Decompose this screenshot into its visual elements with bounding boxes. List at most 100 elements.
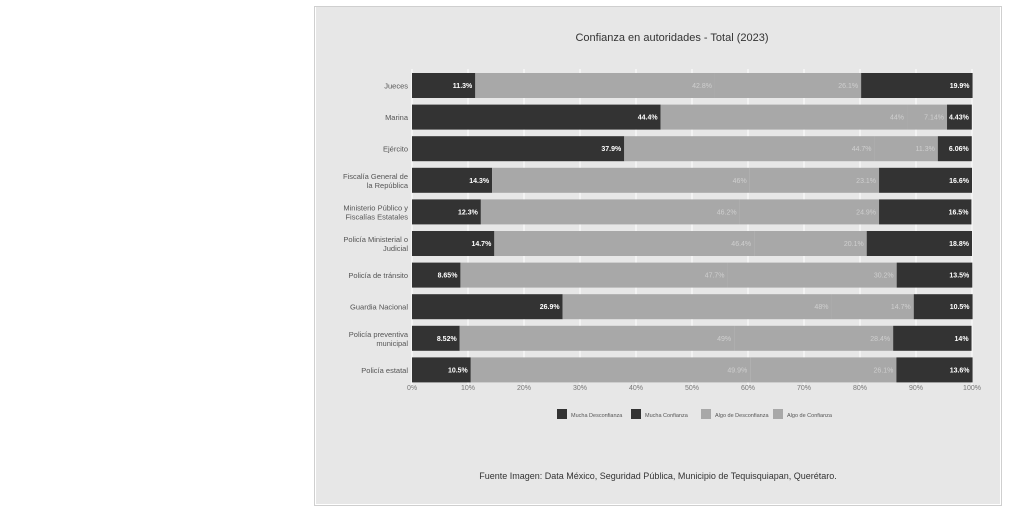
bar-segment bbox=[727, 262, 897, 288]
data-label: 44.4% bbox=[638, 115, 659, 122]
source-caption: Fuente Imagen: Data México, Seguridad Pú… bbox=[479, 471, 837, 481]
legend-label: Algo de Confianza bbox=[787, 413, 833, 419]
data-label: 14.7% bbox=[471, 241, 492, 248]
data-label: 24.9% bbox=[856, 209, 876, 216]
bar-segment bbox=[412, 231, 495, 256]
bar-segment bbox=[879, 167, 972, 193]
legend-label: Algo de Desconfianza bbox=[715, 413, 769, 419]
category-label: Fiscalías Estatales bbox=[345, 212, 408, 221]
data-label: 14% bbox=[955, 336, 970, 343]
data-label: 10.5% bbox=[448, 367, 469, 374]
bar-segment bbox=[412, 262, 461, 288]
x-tick-label: 100% bbox=[963, 385, 981, 392]
data-label: 14.7% bbox=[891, 304, 911, 311]
bar-segment bbox=[412, 104, 661, 130]
bar-segment bbox=[412, 325, 460, 351]
data-label: 44% bbox=[890, 115, 904, 122]
data-label: 37.9% bbox=[601, 146, 622, 153]
category-label: Ejército bbox=[383, 145, 408, 154]
data-label: 13.5% bbox=[949, 273, 970, 280]
data-label: 11.3% bbox=[915, 146, 934, 153]
category-label: Jueces bbox=[384, 82, 408, 91]
bar-segment bbox=[866, 231, 972, 256]
category-label: Judicial bbox=[383, 244, 408, 253]
data-label: 48% bbox=[814, 304, 828, 311]
bar-segment bbox=[861, 73, 973, 98]
data-label: 12.3% bbox=[458, 209, 479, 216]
bar-segment bbox=[896, 262, 973, 288]
x-tick-label: 50% bbox=[685, 385, 699, 392]
bar-segment bbox=[913, 294, 973, 320]
data-label: 44.7% bbox=[852, 146, 872, 153]
x-tick-label: 10% bbox=[461, 385, 475, 392]
bar-segment bbox=[947, 104, 972, 130]
bar-segment bbox=[734, 325, 894, 351]
bar-segment bbox=[624, 136, 875, 162]
data-label: 19.9% bbox=[950, 83, 971, 90]
data-label: 7.14% bbox=[924, 115, 944, 122]
data-label: 47.7% bbox=[705, 273, 725, 280]
category-label: Policía Ministerial o bbox=[343, 235, 408, 244]
bar-segment bbox=[494, 231, 755, 256]
data-label: 26.1% bbox=[838, 83, 858, 90]
category-labels: Jueces Marina Ejército Fiscalía General del… bbox=[343, 82, 409, 375]
bar-segment bbox=[750, 357, 897, 383]
left-panel bbox=[8, 6, 315, 506]
x-tick-label: 30% bbox=[573, 385, 587, 392]
bar-segment bbox=[660, 104, 908, 130]
bar-segment bbox=[562, 294, 832, 320]
data-label: 46.4% bbox=[731, 241, 751, 248]
legend: Mucha Desconfianza Mucha Confianza Algo de… bbox=[557, 409, 833, 419]
bar-segment bbox=[412, 136, 625, 162]
legend-swatch bbox=[557, 409, 567, 419]
category-label: Marina bbox=[385, 113, 409, 122]
bar-segment bbox=[879, 199, 972, 225]
bar-segment bbox=[937, 136, 972, 162]
legend-label: Mucha Desconfianza bbox=[571, 413, 623, 419]
bar-segment bbox=[412, 294, 563, 320]
bar-segment bbox=[492, 167, 750, 193]
x-tick-label: 20% bbox=[517, 385, 531, 392]
data-label: 49% bbox=[717, 336, 731, 343]
data-label: 28.4% bbox=[870, 336, 890, 343]
x-tick-label: 70% bbox=[797, 385, 811, 392]
data-label: 10.5% bbox=[950, 304, 971, 311]
x-tick-label: 0% bbox=[407, 385, 417, 392]
bar-segment bbox=[714, 73, 862, 98]
x-tick-label: 40% bbox=[629, 385, 643, 392]
data-label: 49.9% bbox=[727, 367, 747, 374]
bar-segment bbox=[754, 231, 867, 256]
data-label: 30.2% bbox=[874, 273, 894, 280]
data-label: 16.5% bbox=[949, 209, 970, 216]
data-label: 46% bbox=[733, 178, 747, 185]
bar-segment bbox=[893, 325, 972, 351]
data-label: 26.9% bbox=[540, 304, 561, 311]
bars: 11.3% 42.8% 26.1% 19.9% 44.4% 44% 7.14% 4.43% 37… bbox=[412, 73, 973, 383]
bar-segment bbox=[412, 73, 476, 98]
category-label: Policía de tránsito bbox=[348, 271, 408, 280]
x-tick-label: 90% bbox=[909, 385, 923, 392]
data-label: 8.65% bbox=[438, 273, 459, 280]
bar-segment bbox=[460, 262, 728, 288]
category-label: municipal bbox=[376, 339, 408, 348]
bar-segment bbox=[470, 357, 751, 383]
bar-segment bbox=[480, 199, 740, 225]
category-label: Policía estatal bbox=[361, 366, 408, 375]
bar-segment bbox=[749, 167, 880, 193]
x-tick-label: 60% bbox=[741, 385, 755, 392]
bar-segment bbox=[475, 73, 715, 98]
bar-segment bbox=[896, 357, 973, 383]
data-label: 14.3% bbox=[469, 178, 490, 185]
data-label: 8.52% bbox=[437, 336, 458, 343]
data-label: 4.43% bbox=[949, 115, 970, 122]
legend-swatch bbox=[701, 409, 711, 419]
legend-label: Mucha Confianza bbox=[645, 413, 689, 419]
bar-segment bbox=[907, 104, 948, 130]
data-label: 18.8% bbox=[949, 241, 970, 248]
x-axis-ticks: 0% 10% 20% 30% 40% 50% 60% 70% 80% 90% 100% bbox=[407, 385, 981, 392]
bar-segment bbox=[412, 199, 481, 225]
category-label: la República bbox=[367, 181, 409, 190]
chart-title: Confianza en autoridades - Total (2023) bbox=[575, 32, 768, 44]
data-label: 26.1% bbox=[874, 367, 894, 374]
